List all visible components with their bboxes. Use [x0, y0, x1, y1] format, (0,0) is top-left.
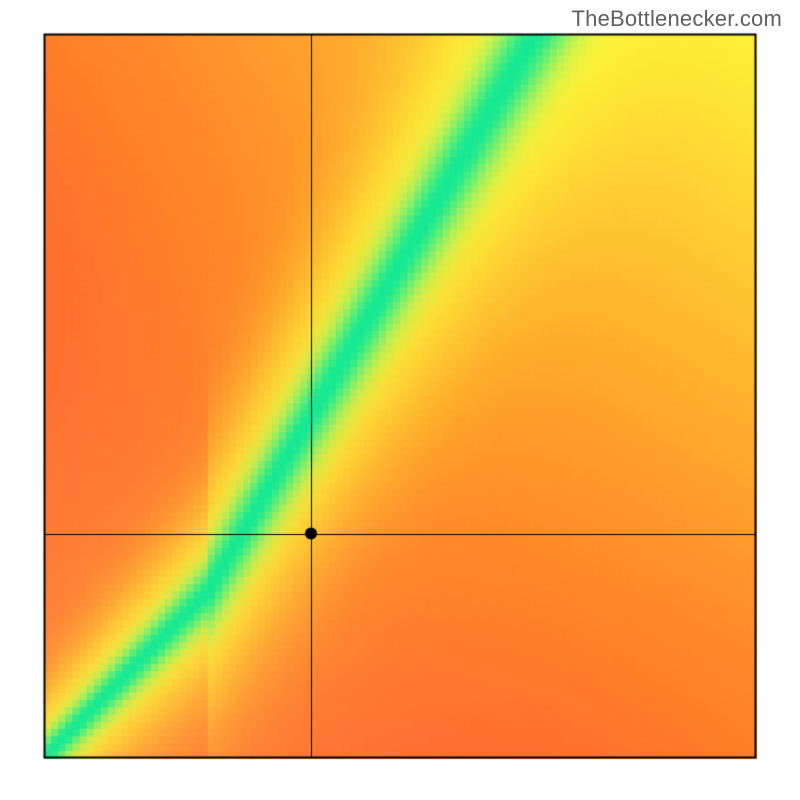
watermark-text: TheBottlenecker.com	[572, 6, 782, 32]
bottleneck-heatmap	[0, 0, 800, 800]
